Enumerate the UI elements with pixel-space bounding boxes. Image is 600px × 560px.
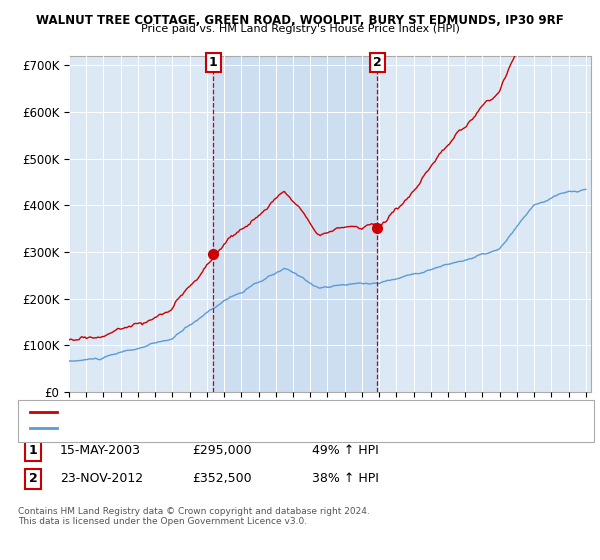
Text: £295,000: £295,000 bbox=[192, 444, 251, 458]
Text: 1: 1 bbox=[29, 444, 37, 458]
Text: WALNUT TREE COTTAGE, GREEN ROAD, WOOLPIT, BURY ST EDMUNDS, IP30 9RF (detach: WALNUT TREE COTTAGE, GREEN ROAD, WOOLPIT… bbox=[63, 407, 521, 417]
Bar bbox=[213, 56, 377, 392]
Text: Contains HM Land Registry data © Crown copyright and database right 2024.
This d: Contains HM Land Registry data © Crown c… bbox=[18, 507, 370, 526]
Text: WALNUT TREE COTTAGE, GREEN ROAD, WOOLPIT, BURY ST EDMUNDS, IP30 9RF: WALNUT TREE COTTAGE, GREEN ROAD, WOOLPIT… bbox=[36, 14, 564, 27]
Text: £352,500: £352,500 bbox=[192, 472, 251, 486]
Text: Price paid vs. HM Land Registry's House Price Index (HPI): Price paid vs. HM Land Registry's House … bbox=[140, 24, 460, 34]
Text: 49% ↑ HPI: 49% ↑ HPI bbox=[312, 444, 379, 458]
Text: 38% ↑ HPI: 38% ↑ HPI bbox=[312, 472, 379, 486]
Text: 2: 2 bbox=[29, 472, 37, 486]
Text: 1: 1 bbox=[209, 56, 218, 69]
Text: 23-NOV-2012: 23-NOV-2012 bbox=[60, 472, 143, 486]
Text: HPI: Average price, detached house, Mid Suffolk: HPI: Average price, detached house, Mid … bbox=[63, 423, 314, 433]
Text: 15-MAY-2003: 15-MAY-2003 bbox=[60, 444, 141, 458]
Text: 2: 2 bbox=[373, 56, 382, 69]
